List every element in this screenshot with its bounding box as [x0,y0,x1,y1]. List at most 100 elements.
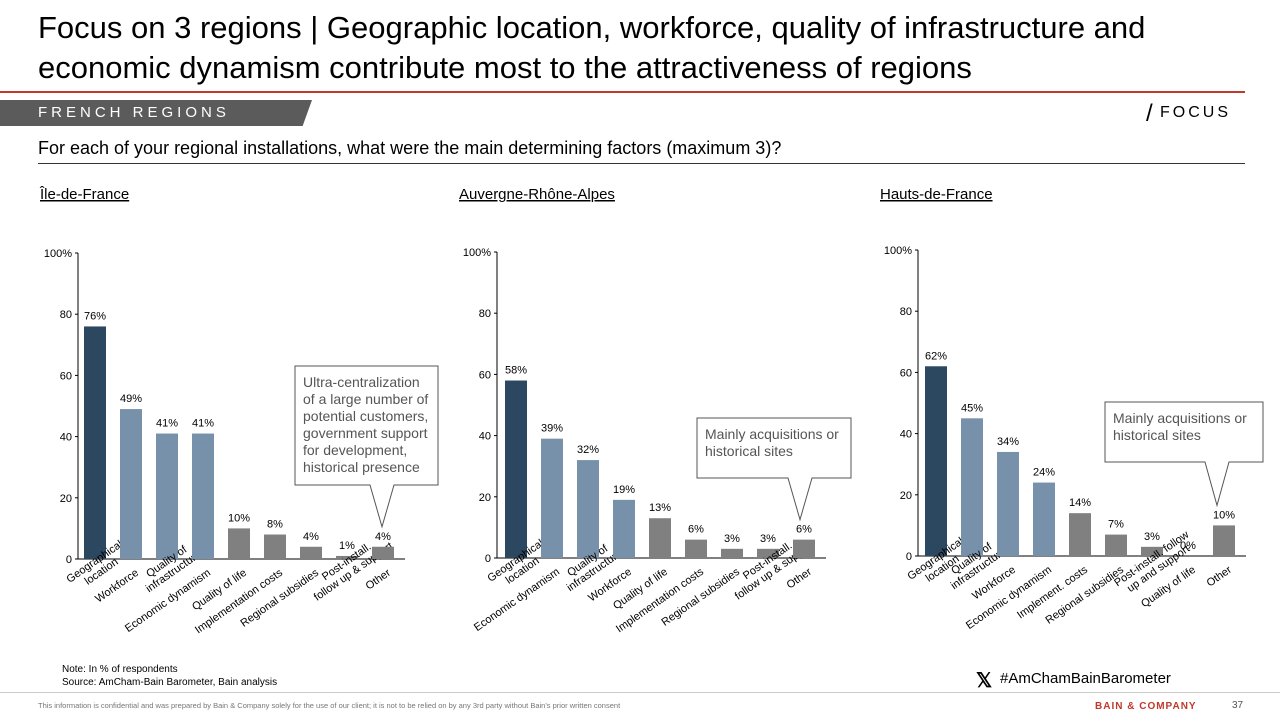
y-tick-label: 60 [900,367,912,379]
annotation: of a large number of [303,391,428,407]
y-tick-label: 0 [66,554,72,566]
annotation: Mainly acquisitions or [1113,410,1247,426]
bar [1105,534,1127,556]
bar [613,499,635,558]
bar [372,546,394,559]
x-logo: 𝕏 [976,670,993,692]
bar [1213,525,1235,556]
y-tick-label: 100% [463,247,491,259]
chart-title: Auvergne-Rhône-Alpes [459,186,615,203]
value-label: 49% [120,393,142,405]
value-label: 41% [156,418,178,430]
value-label: 4% [303,531,319,543]
value-label: 3% [1144,531,1160,543]
value-label: 8% [267,519,283,531]
section-band [0,100,312,126]
bar [793,539,815,558]
section-label: FRENCH REGIONS [38,104,230,121]
value-label: 19% [613,484,635,496]
value-label: 13% [649,502,671,514]
bar [721,548,743,558]
bar [264,534,286,559]
value-label: 6% [688,524,704,536]
bar [300,546,322,559]
value-label: 1% [339,540,355,552]
y-tick-label: 100% [884,245,912,257]
value-label: 76% [84,310,106,322]
y-tick-label: 80 [900,306,912,318]
annotation: Mainly acquisitions or [705,426,839,442]
bar [120,409,142,559]
x-tick-label: Other [785,566,815,592]
focus-tag: FOCUS [1160,104,1231,121]
bar [685,539,707,558]
annotation: historical presence [303,459,420,475]
callout-box [294,365,439,529]
brand: BAIN & COMPANY [1095,701,1197,712]
annotation: potential customers, [303,408,428,424]
hashtag: #AmChamBainBarometer [1000,670,1171,687]
bar [925,366,947,556]
bar [649,518,671,558]
x-tick-label: Other [364,567,394,593]
bar [228,528,250,559]
y-tick-label: 40 [60,432,72,444]
y-tick-label: 100% [44,248,72,260]
annotation: historical sites [705,443,793,459]
value-label: 4% [375,531,391,543]
y-tick-label: 80 [60,309,72,321]
bar [961,418,983,556]
bar [1069,513,1091,556]
page-number: 37 [1232,700,1244,711]
value-label: 32% [577,444,599,456]
value-label: 41% [192,418,214,430]
y-tick-label: 0 [906,551,912,563]
value-label: 10% [228,512,250,524]
title-rule [0,91,1245,93]
y-tick-label: 20 [479,492,491,504]
value-label: 3% [724,533,740,545]
y-tick-label: 0 [485,553,491,565]
bar [1141,546,1163,556]
value-label: 6% [796,524,812,536]
y-tick-label: 40 [479,431,491,443]
x-tick-label: Other [1205,564,1235,590]
footer-rule [0,692,1280,693]
bar [505,380,527,558]
source: Source: AmCham-Bain Barometer, Bain anal… [62,677,278,688]
value-label: 24% [1033,467,1055,479]
y-tick-label: 60 [60,370,72,382]
callout-box [696,417,852,522]
bar [577,460,599,558]
annotation: Ultra-centralization [303,374,420,390]
annotation: for development, [303,442,407,458]
annotation: historical sites [1113,427,1201,443]
bar [192,433,214,559]
value-label: 7% [1108,519,1124,531]
y-tick-label: 60 [479,369,491,381]
value-label: 39% [541,423,563,435]
slide-title: Focus on 3 regions | Geographic location… [38,10,1146,85]
value-label: 3% [760,533,776,545]
value-label: 58% [505,365,527,377]
chart-title: Île-de-France [39,186,129,203]
bar [541,438,563,558]
value-label: 62% [925,350,947,362]
disclaimer: This information is confidential and was… [38,701,621,710]
value-label: 0% [1180,540,1196,552]
bar [84,326,106,559]
question: For each of your regional installations,… [38,138,782,158]
value-label: 34% [997,436,1019,448]
annotation: government support [303,425,428,441]
value-label: 14% [1069,497,1091,509]
value-label: 45% [961,402,983,414]
bar [1033,482,1055,556]
callout-box [1104,401,1264,508]
note: Note: In % of respondents [62,664,178,675]
value-label: 10% [1213,509,1235,521]
y-tick-label: 20 [900,490,912,502]
bar [336,555,358,559]
question-rule [38,163,1245,164]
y-tick-label: 20 [60,493,72,505]
